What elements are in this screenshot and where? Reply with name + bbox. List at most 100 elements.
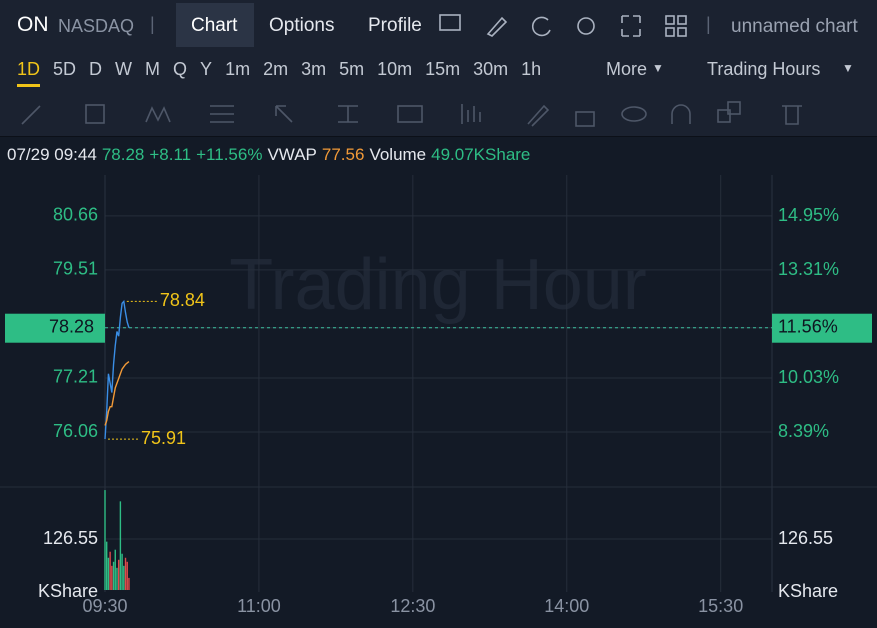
timeframe-bar: 1D 5D D W M Q Y 1m 2m 3m 5m 10m 15m 30m 1h More ▼ Trad… <box>0 50 877 92</box>
volume-bar <box>112 561 115 590</box>
icon[interactable] <box>621 106 647 122</box>
volume-bar <box>119 501 122 590</box>
timeframe[interactable]: 3m <box>301 59 327 79</box>
icon[interactable] <box>21 105 41 125</box>
timeframe[interactable]: M <box>145 59 161 79</box>
symbol: ON <box>17 13 49 36</box>
icon[interactable] <box>531 16 551 37</box>
icon[interactable] <box>665 15 675 25</box>
icon[interactable] <box>577 17 595 35</box>
icon[interactable] <box>338 105 358 123</box>
tab[interactable]: Chart <box>191 15 238 36</box>
volume-bar <box>109 551 111 590</box>
exchange: NASDAQ <box>58 16 135 36</box>
x-tick-label: 09:30 <box>82 596 127 616</box>
y2-tick-label: 14.95% <box>778 205 839 225</box>
x-tick-label: 12:30 <box>390 596 435 616</box>
session[interactable]: Trading Hours <box>707 59 821 79</box>
series-line <box>104 360 130 426</box>
timeframe[interactable]: 1h <box>521 59 542 79</box>
timeframe[interactable]: 1m <box>225 59 251 79</box>
y-tick-label: 76.06 <box>53 421 98 441</box>
current-pct-box <box>772 313 872 343</box>
volume-bar <box>116 567 118 590</box>
y2-tick-label: 126.55 <box>778 528 833 548</box>
volume-bar <box>107 557 110 590</box>
current-pct-label: 11.56% <box>778 316 838 336</box>
y-tick-label: 77.21 <box>53 367 98 387</box>
volume-bar <box>124 557 127 590</box>
timeframe[interactable]: 5m <box>339 59 365 79</box>
timeframe[interactable]: 10m <box>377 59 413 79</box>
icon[interactable] <box>461 104 481 124</box>
y-tick-label: 79.51 <box>53 259 98 279</box>
tab[interactable]: Profile <box>368 15 422 36</box>
vwap-label: VWAP <box>267 145 317 164</box>
volume-value: 49.07KShare <box>431 145 531 164</box>
volume-bar <box>114 549 116 590</box>
icon[interactable] <box>439 14 461 31</box>
separator: | <box>706 14 711 34</box>
icon[interactable] <box>575 111 595 127</box>
icon[interactable] <box>782 105 802 125</box>
tab[interactable]: Options <box>269 15 335 36</box>
watermark: Trading Hour <box>229 245 647 325</box>
quote-price: 78.28 <box>101 145 145 164</box>
x-tick-label: 14:00 <box>544 596 589 616</box>
extreme-label: 75.91 <box>141 428 186 448</box>
volume-bar <box>126 561 128 590</box>
y2-tick-label: 8.39% <box>778 421 829 441</box>
extreme-label: 78.84 <box>160 290 205 310</box>
volume-bar <box>106 541 108 590</box>
top-icons <box>439 14 687 37</box>
timeframe[interactable]: Y <box>200 59 213 79</box>
icon[interactable] <box>527 104 550 127</box>
volume-bar <box>128 577 130 590</box>
tool-icons <box>21 101 802 127</box>
icon[interactable] <box>717 109 731 123</box>
x-tick-label: 11:00 <box>237 596 281 616</box>
quote-time: 07/29 09:44 <box>7 145 97 164</box>
y2-tick-label: 10.03% <box>778 367 839 387</box>
icon[interactable] <box>275 105 293 123</box>
y-tick-label: 80.66 <box>53 205 98 225</box>
unit-label: KShare <box>38 581 98 601</box>
timeframes: 1D 5D D W M Q Y 1m 2m 3m 5m 10m 15m 30m 1h <box>17 59 541 87</box>
volume-label: Volume <box>369 145 427 164</box>
timeframe[interactable]: W <box>115 59 133 79</box>
icon[interactable] <box>671 104 691 124</box>
timeframe[interactable]: Q <box>173 59 188 79</box>
y-tick-label: 126.55 <box>43 528 98 548</box>
quote-change-pct: +11.56% <box>196 145 263 164</box>
unit-label: KShare <box>778 581 838 601</box>
icon[interactable] <box>397 105 423 123</box>
timeframe[interactable]: 1D <box>17 59 41 87</box>
icon[interactable] <box>486 16 508 37</box>
timeframe[interactable]: 5D <box>53 59 77 79</box>
icon[interactable] <box>145 106 171 123</box>
timeframe[interactable]: D <box>89 59 103 79</box>
volume-bar <box>121 553 123 590</box>
separator: | <box>150 14 155 34</box>
current-price-box <box>5 313 105 343</box>
current-price-label: 78.28 <box>49 316 94 336</box>
chart-name[interactable]: unnamed chart <box>731 16 858 37</box>
quote-change: +8.11 <box>149 145 192 164</box>
timeframe[interactable]: 30m <box>473 59 509 79</box>
icon[interactable] <box>210 105 234 123</box>
more[interactable]: More <box>606 59 648 79</box>
timeframe[interactable]: 15m <box>425 59 461 79</box>
vwap-value: 77.56 <box>321 145 365 164</box>
icon[interactable] <box>85 104 105 124</box>
x-tick-label: 15:30 <box>698 596 743 616</box>
timeframe[interactable]: 2m <box>263 59 289 79</box>
active-tab-bg <box>176 3 254 47</box>
top-bar: ON NASDAQ | Chart Options Profile | unna… <box>0 0 877 50</box>
quote-line: 07/29 09:44 78.28 +8.11 +11.56% VWAP 77.… <box>7 145 530 165</box>
icon[interactable] <box>621 15 641 37</box>
volume-bar <box>117 559 120 590</box>
caret: ▼ <box>842 61 854 75</box>
caret: ▼ <box>652 61 664 75</box>
